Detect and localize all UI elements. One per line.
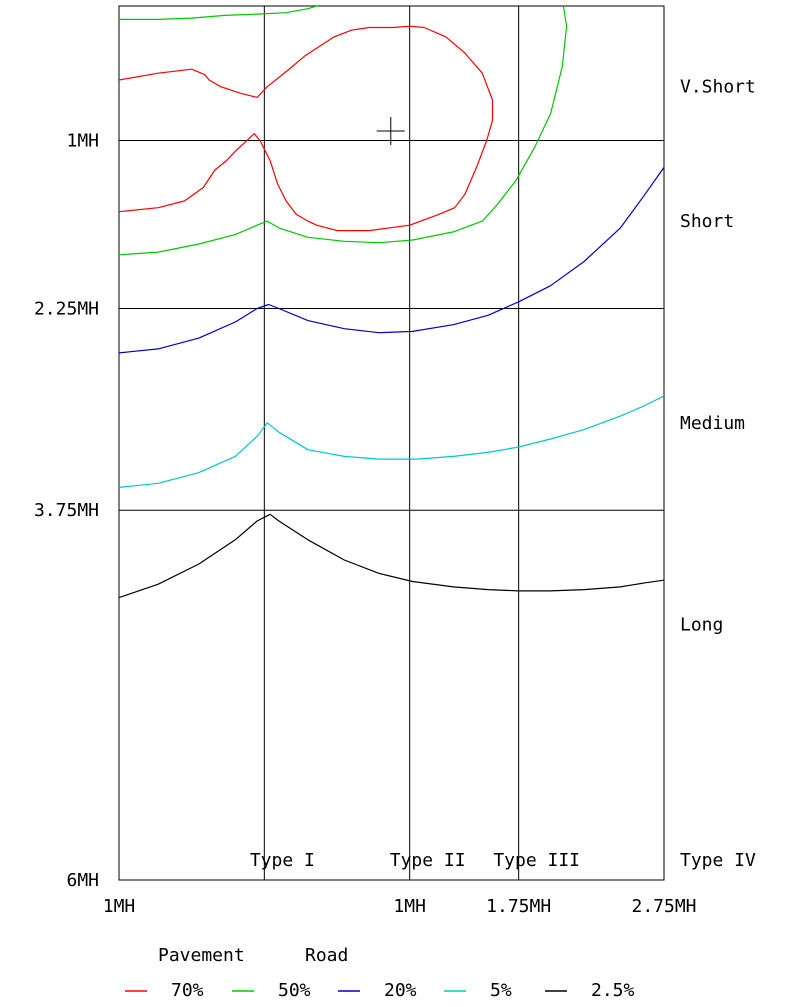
crosshair-cursor [376, 117, 405, 146]
plot-frame [118, 5, 665, 881]
column-label: Type IV [680, 850, 756, 871]
x-tick-label: 1MH [103, 896, 136, 917]
x-tick-label: 2.75MH [631, 896, 696, 917]
series-curves [119, 6, 664, 599]
x-tick-label: 1MH [393, 896, 426, 917]
legend-header-road: Road [305, 945, 348, 966]
column-label: Type II [390, 850, 466, 871]
legend-label: 20% [384, 980, 417, 1001]
series-line-70 [119, 25, 494, 232]
y-tick-labels: 1MH 2.25MH 3.75MH 6MH [34, 130, 99, 891]
column-label: Type III [493, 850, 580, 871]
y-tick-label: 1MH [66, 130, 99, 151]
legend-header-pavement: Pavement [158, 945, 245, 966]
series-line-20 [119, 167, 664, 354]
column-labels: Type I Type II Type III Type IV [250, 850, 756, 871]
x-tick-labels: 1MH 1MH 1.75MH 2.75MH [103, 896, 697, 917]
legend-label: 2.5% [591, 980, 635, 1001]
series-line-2.5 [119, 513, 664, 599]
row-labels: V.Short Short Medium Long [680, 77, 756, 636]
y-tick-label: 6MH [66, 870, 99, 891]
series-line-5 [119, 395, 664, 488]
legend-items: 70% 50% 20% 5% 2.5% [125, 980, 635, 1001]
row-label: Medium [680, 413, 745, 434]
y-tick-label: 2.25MH [34, 299, 99, 320]
legend-label: 5% [490, 980, 512, 1001]
x-tick-label: 1.75MH [486, 896, 551, 917]
legend: Pavement Road 70% 50% 20% 5% 2.5% [125, 945, 635, 1001]
row-label: Short [680, 211, 734, 232]
legend-label: 50% [278, 980, 311, 1001]
gridlines [119, 6, 664, 880]
series-line-50 [119, 6, 568, 256]
row-label: V.Short [680, 77, 756, 98]
y-tick-label: 3.75MH [34, 500, 99, 521]
legend-label: 70% [171, 980, 204, 1001]
series-line-50 [119, 6, 319, 20]
column-label: Type I [250, 850, 315, 871]
row-label: Long [680, 615, 723, 636]
